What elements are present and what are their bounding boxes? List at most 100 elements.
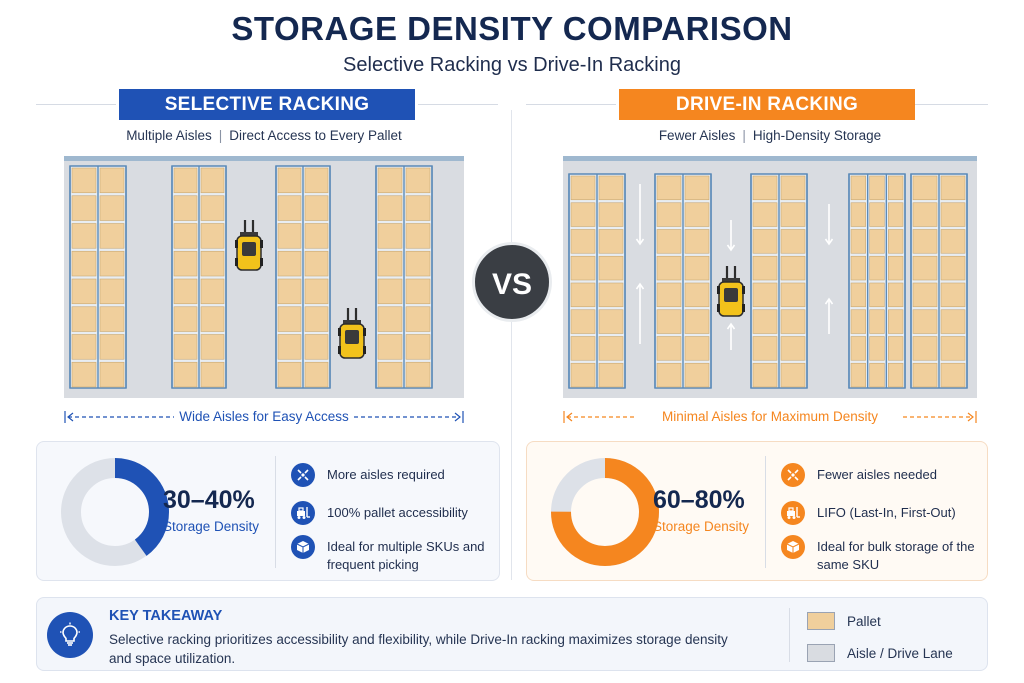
pallet (912, 362, 938, 388)
pallet (99, 361, 125, 388)
pallet (200, 361, 225, 388)
arrow-head (635, 282, 645, 290)
pallet (940, 255, 966, 281)
drive-in-feature-1: Fewer aisles needed (781, 463, 937, 487)
wheel (235, 258, 238, 266)
selective-dimension-arrow (64, 411, 464, 423)
selective-tag-b: Direct Access to Every Pallet (229, 128, 402, 143)
rack-block (848, 173, 906, 389)
tag-separator: | (742, 128, 746, 143)
selective-feature-3: Ideal for multiple SKUs and frequent pic… (291, 535, 497, 574)
pallet (377, 334, 403, 360)
legend-swatch-aisle (807, 644, 835, 662)
feature-text: More aisles required (327, 467, 445, 482)
wheel (235, 240, 238, 248)
pallet (656, 175, 682, 201)
header-rule-right-inner (526, 104, 616, 105)
pallet (888, 175, 904, 201)
pallet (377, 361, 403, 388)
pallet (377, 278, 403, 305)
pallet (888, 229, 904, 254)
page-subtitle: Selective Racking vs Drive-In Racking (343, 54, 681, 76)
pallet (277, 195, 302, 221)
pallet (912, 255, 938, 281)
pallet (780, 175, 806, 201)
feature-text: Ideal for bulk storage of the same SKU (817, 539, 975, 572)
pallet (200, 334, 225, 360)
pallet (752, 336, 778, 361)
pallet (780, 255, 806, 281)
legend-swatch-pallet (807, 612, 835, 630)
cab (724, 288, 738, 302)
drive-in-density-label: Storage Density (653, 519, 750, 534)
pallet (656, 309, 682, 334)
pallet (71, 361, 97, 388)
forklift-icon (717, 266, 745, 317)
pallet (869, 229, 885, 254)
pallet (598, 309, 624, 334)
arrow-head (726, 244, 736, 252)
pallet (850, 309, 866, 334)
rack-block (375, 165, 433, 389)
feature-text: Ideal for multiple SKUs and frequent pic… (327, 539, 485, 572)
direction-arrow (726, 220, 736, 252)
takeaway-divider (789, 608, 790, 662)
pallet (377, 306, 403, 332)
feature-text: Fewer aisles needed (817, 467, 937, 482)
pallet (752, 255, 778, 281)
wheel (717, 304, 720, 312)
pallet (277, 250, 302, 277)
direction-arrow (726, 322, 736, 350)
pallet (173, 167, 198, 194)
pallet (598, 255, 624, 281)
wheel (363, 328, 366, 336)
forklift-icon (781, 501, 805, 525)
pallet (684, 282, 710, 308)
legend-label: Pallet (847, 613, 881, 629)
selective-density-value: 30–40% (163, 486, 255, 514)
pallet (200, 250, 225, 277)
key-takeaway-panel: KEY TAKEAWAY Selective racking prioritiz… (36, 597, 988, 671)
direction-arrow (635, 184, 645, 246)
pallet (940, 309, 966, 334)
pallet (656, 336, 682, 361)
selective-stats-card: 30–40% Storage Density More aisles requi… (36, 441, 500, 581)
drive-in-tag-a: Fewer Aisles (658, 128, 736, 143)
arrow-head (824, 297, 834, 305)
card-divider (765, 456, 766, 568)
direction-arrow (824, 297, 834, 334)
pallet (71, 223, 97, 249)
pallet (940, 175, 966, 201)
pallet (780, 309, 806, 334)
pallet (684, 309, 710, 334)
pallet (912, 229, 938, 254)
pallet (598, 229, 624, 254)
pallet (598, 336, 624, 361)
drive-in-density-value: 60–80% (653, 486, 745, 514)
pallet (405, 361, 431, 388)
pallet (71, 306, 97, 332)
pallet (850, 336, 866, 361)
pallet (304, 334, 329, 360)
arrow-head (824, 238, 834, 246)
wheel (742, 286, 745, 294)
pallet (570, 309, 596, 334)
pallet (173, 361, 198, 388)
pallet (200, 223, 225, 249)
pallet (940, 229, 966, 254)
pallet (888, 255, 904, 281)
pallet (71, 195, 97, 221)
header-rule-left-outer (36, 104, 116, 105)
pallet (99, 278, 125, 305)
pallet (869, 362, 885, 388)
pallet (71, 278, 97, 305)
pallet (752, 229, 778, 254)
pallet (570, 229, 596, 254)
pallet (570, 202, 596, 227)
aisles-icon (781, 463, 805, 487)
pallet (173, 306, 198, 332)
pallet (888, 309, 904, 334)
donut-fill (61, 458, 169, 566)
drive-in-tag-b: High-Density Storage (752, 128, 882, 143)
pallet (200, 278, 225, 305)
